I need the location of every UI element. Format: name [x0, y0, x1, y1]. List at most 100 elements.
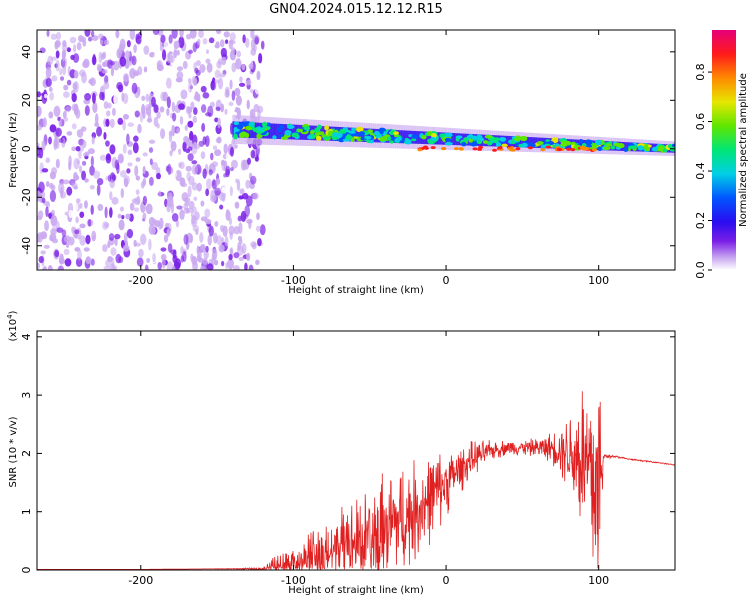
- noise-cell: [122, 102, 128, 111]
- bright-spot: [540, 148, 546, 152]
- noise-cell: [187, 120, 194, 128]
- noise-cell: [127, 122, 135, 127]
- noise-cell: [59, 253, 64, 265]
- noise-cell: [44, 93, 48, 99]
- trail-core: [519, 136, 523, 148]
- noise-cell: [220, 47, 227, 58]
- trail-core: [283, 124, 286, 140]
- noise-cell: [255, 259, 260, 265]
- noise-cell: [99, 91, 104, 101]
- bright-spot: [515, 147, 521, 151]
- noise-cell: [64, 258, 72, 267]
- noise-cell: [43, 265, 48, 270]
- snr-y-axis-label: SNR (10 * v/v): [8, 416, 19, 487]
- noise-cell: [109, 144, 116, 155]
- noise-cell: [53, 105, 61, 117]
- noise-cell: [183, 234, 189, 245]
- noise-cell: [142, 152, 148, 157]
- noise-cell: [189, 30, 197, 39]
- x-tick-label: -200: [128, 574, 153, 587]
- noise-cell: [55, 158, 60, 169]
- trail-cell: [355, 126, 364, 133]
- noise-cell: [242, 34, 246, 44]
- noise-cell: [241, 63, 246, 71]
- trail-cell: [536, 141, 544, 145]
- trail-core: [580, 139, 583, 150]
- noise-cell: [48, 111, 54, 119]
- noise-cell: [143, 66, 148, 73]
- noise-cell: [237, 235, 243, 242]
- noise-cell: [153, 116, 159, 127]
- noise-cell: [126, 168, 131, 174]
- noise-cell: [230, 159, 238, 169]
- trail-cell: [262, 126, 267, 131]
- noise-cell: [214, 79, 220, 84]
- noise-cell: [96, 184, 101, 196]
- noise-cell: [225, 39, 229, 44]
- noise-cell: [123, 175, 131, 185]
- noise-cell: [184, 124, 188, 131]
- noise-cell: [252, 192, 259, 200]
- noise-cell: [250, 241, 257, 248]
- noise-cell: [73, 70, 79, 79]
- noise-cell: [168, 34, 173, 44]
- noise-cell: [168, 131, 173, 143]
- noise-cell: [142, 166, 146, 175]
- noise-cell: [104, 75, 109, 84]
- noise-cell: [250, 30, 255, 40]
- noise-cell: [179, 30, 184, 38]
- noise-cell: [92, 92, 96, 104]
- trail-cell: [499, 137, 507, 142]
- noise-cell: [57, 265, 65, 270]
- noise-cell: [75, 198, 81, 204]
- noise-cell: [87, 36, 93, 42]
- noise-cell: [224, 108, 228, 115]
- noise-cell: [66, 79, 72, 86]
- trail-core: [241, 121, 244, 138]
- noise-cell: [64, 105, 72, 113]
- noise-cell: [134, 165, 139, 177]
- noise-cell: [227, 258, 234, 270]
- trail-core: [558, 138, 561, 149]
- y-tick-label: -20: [20, 188, 33, 206]
- noise-cell: [116, 48, 122, 59]
- noise-cell: [163, 234, 169, 243]
- trail-cell: [303, 126, 311, 131]
- noise-cell: [178, 36, 185, 49]
- noise-cell: [235, 95, 242, 106]
- noise-cell: [214, 69, 221, 79]
- noise-cell: [84, 178, 89, 183]
- noise-cell: [171, 213, 179, 222]
- noise-cell: [66, 186, 73, 196]
- trail-cell: [411, 134, 419, 139]
- noise-cell: [48, 182, 54, 189]
- noise-cell: [180, 245, 184, 255]
- y-tick-label: 1: [20, 508, 33, 515]
- noise-cell: [156, 64, 164, 72]
- bright-spot: [417, 148, 423, 152]
- noise-cell: [257, 105, 264, 114]
- noise-cell: [123, 73, 129, 83]
- noise-cell: [120, 188, 124, 199]
- noise-cell: [185, 105, 191, 115]
- trail-core: [453, 133, 457, 146]
- noise-cell: [119, 170, 127, 178]
- noise-cell: [255, 225, 261, 232]
- noise-cell: [225, 165, 231, 176]
- trail-cell: [345, 135, 353, 140]
- x-tick-label: -200: [128, 274, 153, 287]
- noise-cell: [92, 102, 98, 114]
- noise-cell: [202, 168, 207, 179]
- noise-cell: [178, 103, 185, 110]
- noise-cell: [84, 105, 90, 116]
- trail-cell: [471, 135, 478, 141]
- noise-cell: [71, 226, 75, 234]
- y-tick-label: 2: [20, 450, 33, 457]
- noise-cell: [37, 105, 42, 117]
- noise-cell: [47, 55, 54, 66]
- trail-core: [406, 130, 409, 144]
- trail-core: [483, 134, 486, 147]
- trail-core: [521, 136, 524, 148]
- noise-cell: [146, 117, 153, 123]
- noise-cell: [234, 87, 241, 97]
